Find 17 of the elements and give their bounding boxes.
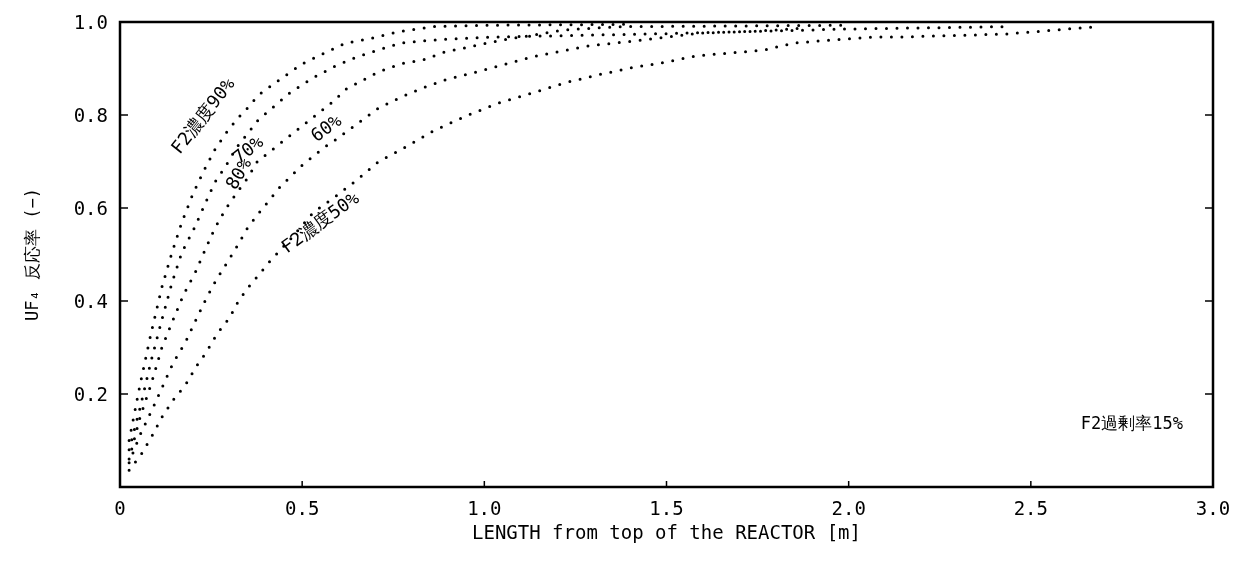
y-tick-label: 0.6 <box>73 197 108 219</box>
y-tick-label: 0.8 <box>73 104 108 126</box>
y-tick-label: 0.2 <box>73 383 108 405</box>
x-axis-title: LENGTH from top of the REACTOR [m] <box>472 521 861 543</box>
x-tick-label: 1.5 <box>649 497 684 519</box>
x-tick-label: 1.0 <box>467 497 502 519</box>
y-axis-title: UF₄ 反応率 (−) <box>22 188 42 321</box>
text: F2濃度50% <box>277 186 363 257</box>
x-tick-label: 0.5 <box>285 497 320 519</box>
y-tick-label: 1.0 <box>73 11 108 33</box>
x-tick-label: 3.0 <box>1195 497 1231 519</box>
annotation: F2過剰率15% <box>1080 413 1183 433</box>
x-tick-label: 0 <box>114 497 126 519</box>
y-tick-label: 0.4 <box>73 290 108 312</box>
x-tick-label: 2.0 <box>831 497 866 519</box>
text: 60% <box>306 109 346 146</box>
x-tick-label: 2.5 <box>1013 497 1048 519</box>
